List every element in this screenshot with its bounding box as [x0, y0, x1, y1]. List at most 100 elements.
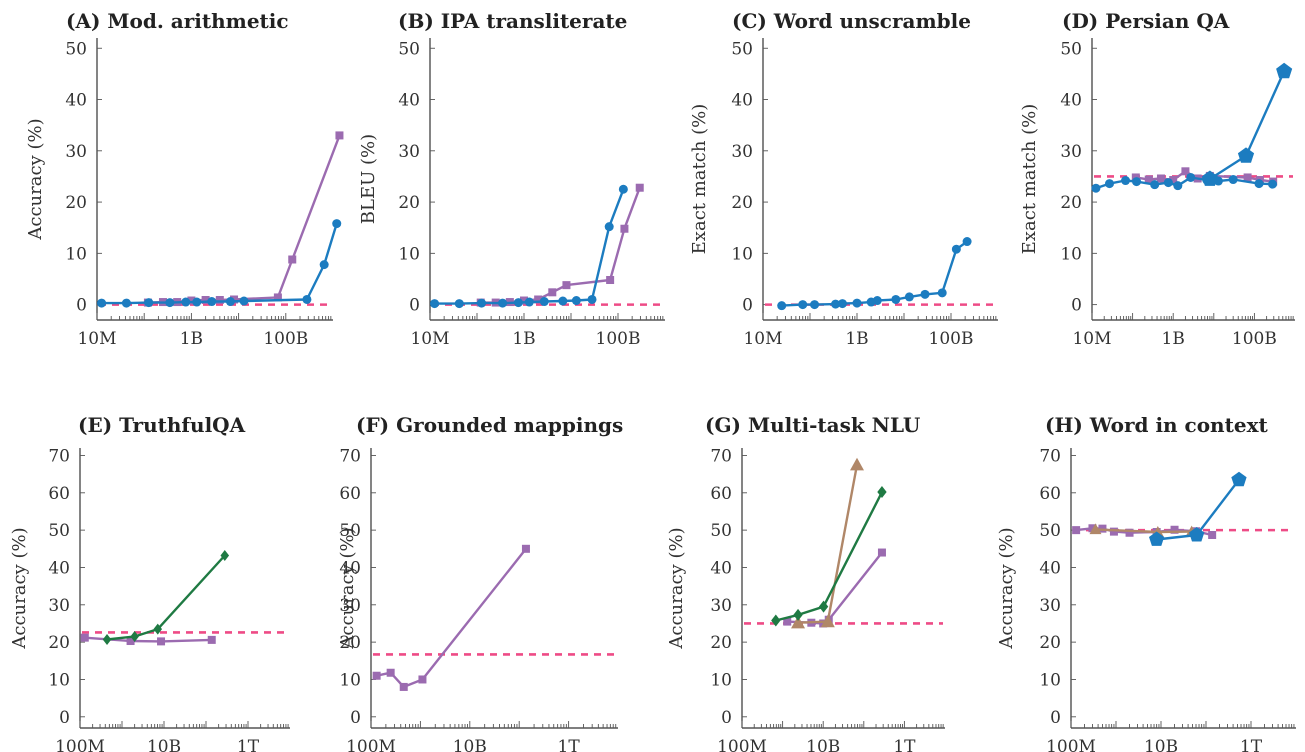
data-point-diamond	[102, 634, 112, 646]
y-tick-label: 30	[1060, 142, 1082, 162]
data-point-square	[207, 635, 216, 644]
data-point-diamond	[793, 608, 803, 621]
series-brown-triangle	[791, 457, 864, 629]
data-point-triangle	[820, 614, 835, 628]
series-purple-square	[80, 633, 216, 646]
series-line	[376, 548, 527, 689]
y-tick-label: 50	[710, 521, 732, 541]
x-tick-label: 1T	[1240, 737, 1263, 752]
data-point-circle	[618, 184, 628, 194]
series-purple-square	[143, 131, 344, 307]
data-point-circle	[1105, 179, 1115, 189]
y-tick-label: 0	[721, 708, 732, 728]
x-tick-label: 1B	[1162, 329, 1185, 349]
y-axis-label: Accuracy (%)	[9, 527, 30, 649]
x-tick-label: 10B	[806, 737, 840, 752]
x-tick-label: 10M	[410, 329, 449, 349]
data-point-pentagon	[1189, 527, 1205, 542]
y-tick-label: 20	[1060, 193, 1082, 213]
y-tick-label: 0	[742, 296, 753, 316]
y-tick-label: 30	[710, 596, 732, 616]
y-tick-label: 40	[398, 91, 420, 111]
y-tick-label: 30	[339, 596, 361, 616]
data-point-circle	[1228, 175, 1238, 185]
data-point-circle	[951, 244, 961, 254]
data-point-circle	[831, 299, 841, 309]
panel-title: (C) Word unscramble	[732, 9, 971, 33]
y-tick-label: 40	[1060, 91, 1082, 111]
y-tick-label: 20	[398, 193, 420, 213]
series-green-diamond	[771, 486, 887, 627]
x-tick-label: 100M	[55, 737, 105, 752]
data-point-diamond	[877, 486, 887, 499]
data-point-circle	[239, 296, 249, 306]
series-blue-circle	[97, 219, 342, 308]
panel-c: (C) Word unscramble Exact match (%) 0 10 20 3…	[689, 9, 998, 349]
y-tick-label: 30	[1039, 596, 1061, 616]
y-tick-label: 10	[48, 670, 70, 690]
data-point-square	[1181, 167, 1190, 176]
data-point-circle	[558, 296, 568, 306]
y-tick-label: 40	[48, 558, 70, 578]
series-blue-pentagon	[1201, 62, 1293, 186]
data-point-diamond	[220, 550, 230, 562]
data-point-diamond	[130, 631, 139, 643]
data-point-square	[521, 544, 530, 553]
data-point-circle	[604, 222, 614, 232]
data-point-square	[1109, 527, 1118, 536]
y-tick-label: 0	[1050, 708, 1061, 728]
y-tick-label: 40	[65, 91, 87, 111]
data-point-square	[215, 296, 224, 305]
data-point-circle	[1091, 183, 1101, 193]
y-tick-label: 50	[1039, 521, 1061, 541]
data-point-pentagon	[1149, 531, 1165, 546]
data-point-circle	[777, 301, 787, 311]
panel-title: (D) Persian QA	[1062, 9, 1230, 33]
data-point-circle	[920, 289, 930, 299]
y-tick-label: 30	[48, 596, 70, 616]
y-tick-label: 40	[1039, 558, 1061, 578]
y-tick-label: 10	[339, 670, 361, 690]
y-tick-label: 50	[398, 39, 420, 59]
data-point-square	[288, 255, 297, 264]
panel-title: (A) Mod. arithmetic	[66, 9, 289, 33]
data-point-square	[386, 668, 395, 677]
data-point-circle	[181, 297, 191, 307]
data-point-pentagon	[1276, 62, 1293, 79]
data-point-circle	[1186, 172, 1196, 182]
series-line	[434, 188, 625, 305]
series-line	[480, 187, 641, 304]
data-point-square	[157, 637, 166, 646]
data-point-circle	[891, 294, 901, 304]
data-point-circle	[430, 299, 440, 309]
data-point-square	[1144, 175, 1153, 184]
data-point-square	[562, 281, 571, 290]
data-point-square	[520, 296, 528, 305]
data-point-square	[187, 296, 196, 305]
y-tick-label: 40	[339, 558, 361, 578]
y-tick-label: 10	[65, 244, 87, 264]
y-tick-label: 20	[731, 193, 753, 213]
data-point-triangle	[791, 615, 806, 629]
data-point-square	[201, 296, 210, 305]
data-point-square	[335, 131, 344, 140]
x-tick-label: 1B	[512, 329, 535, 349]
panel-a: (A) Mod. arithmetic Accuracy (%) 0 10 20 30 40…	[25, 9, 344, 349]
y-tick-label: 10	[710, 670, 732, 690]
data-point-square	[1243, 173, 1252, 182]
data-point-circle	[207, 297, 217, 307]
data-point-pentagon	[1237, 147, 1255, 163]
y-tick-label: 10	[398, 244, 420, 264]
y-tick-label: 20	[48, 633, 70, 653]
data-point-diamond	[818, 600, 829, 613]
series-blue-circle	[1091, 172, 1278, 193]
data-point-pentagon	[1231, 471, 1247, 487]
y-tick-label: 0	[76, 296, 87, 316]
y-tick-label: 60	[48, 484, 70, 504]
x-tick-label: 1B	[845, 329, 868, 349]
x-tick-label: 1B	[180, 329, 203, 349]
data-point-square	[548, 288, 557, 297]
data-point-circle	[571, 296, 581, 306]
data-point-circle	[302, 294, 312, 304]
